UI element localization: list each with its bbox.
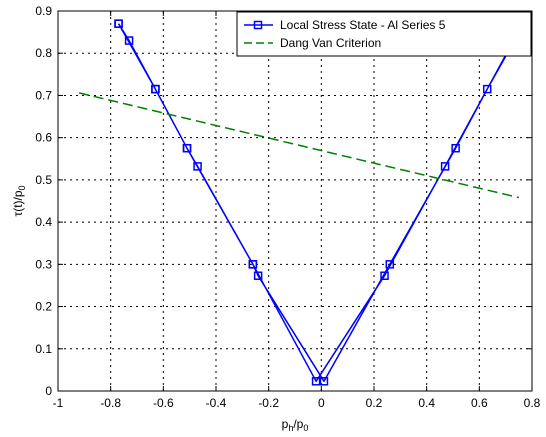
y-tick-label: 0.1: [35, 342, 52, 356]
tick-labels: -1 -0.8 -0.6 -0.4 -0.2 0 0.2 0.4 0.6 0.8 0 0.1 0.2 0.…: [35, 4, 540, 410]
x-tick-label: 0.2: [366, 396, 383, 410]
x-axis-label-sub1: h: [288, 423, 293, 433]
y-axis-label: τ(t)/p0: [11, 185, 27, 216]
series-marker: [114, 19, 123, 28]
plot-frame: [57, 10, 533, 392]
series-marker: [451, 143, 460, 153]
series-marker: [311, 377, 321, 386]
x-axis-label-mid: /p: [293, 417, 303, 431]
x-tick-label: -1: [53, 396, 64, 410]
x-tick-label: -0.6: [153, 396, 174, 410]
legend-label-series-1: Local Stress State - Al Series 5: [280, 18, 446, 32]
series-marker: [124, 36, 134, 45]
y-tick-label: 0.9: [35, 4, 52, 18]
y-tick-label: 0: [45, 384, 52, 398]
x-tick-label: 0.8: [524, 396, 541, 410]
series-marker: [385, 260, 395, 269]
y-tick-label: 0.3: [35, 257, 52, 271]
y-axis-label-sub: 0: [17, 185, 27, 190]
y-tick-label: 0.4: [35, 215, 52, 229]
y-tick-label: 0.6: [35, 131, 52, 145]
x-axis-label-sub2: 0: [303, 423, 308, 433]
series-marker: [193, 162, 202, 171]
y-tick-label: 0.7: [35, 88, 52, 102]
plot-background: [58, 11, 532, 391]
y-tick-label: 0.2: [35, 300, 52, 314]
x-tick-label: -0.8: [100, 396, 121, 410]
x-tick-label: -0.2: [258, 396, 279, 410]
series-marker: [248, 260, 258, 269]
grid: [58, 11, 532, 391]
series-marker: [319, 377, 329, 386]
legend-box: [236, 11, 532, 57]
x-axis-label-main: p: [282, 417, 289, 431]
x-axis-label: ph/p0: [282, 417, 309, 433]
x-tick-label: 0.4: [418, 396, 435, 410]
y-tick-label: 0.5: [35, 173, 52, 187]
series-line-2: [78, 92, 519, 199]
series-marker: [151, 84, 160, 94]
x-tick-label: -0.4: [206, 396, 227, 410]
y-tick-label: 0.8: [35, 46, 52, 60]
legend-label-series-2: Dang Van Criterion: [280, 36, 381, 50]
series-marker: [440, 162, 450, 171]
series-marker: [482, 84, 492, 94]
legend-marker-series-1: [253, 20, 263, 30]
legend: Local Stress State - Al Series 5 Dang Va…: [236, 11, 532, 57]
series-marker: [253, 271, 263, 280]
series-marker: [380, 271, 389, 280]
x-tick-label: 0.6: [471, 396, 488, 410]
x-tick-label: 0: [318, 396, 325, 410]
series-marker: [182, 143, 192, 153]
y-axis-label-main: τ(t)/p: [11, 190, 25, 216]
